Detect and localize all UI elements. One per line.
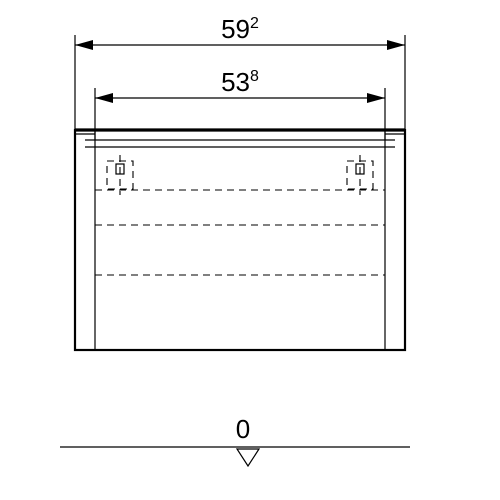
dim-inner-label: 538	[221, 67, 259, 97]
dim-outer-arrow-left-icon	[75, 40, 93, 50]
bracket-left	[107, 155, 133, 195]
technical-drawing: 592 538 0	[0, 0, 500, 500]
dim-outer-arrow-right-icon	[387, 40, 405, 50]
dim-inner-arrow-left-icon	[95, 93, 113, 103]
datum-zero-label: 0	[236, 414, 250, 444]
dim-inner-arrow-right-icon	[367, 93, 385, 103]
cabinet-outline	[75, 130, 405, 350]
cabinet-brackets	[107, 155, 373, 195]
datum: 0	[60, 414, 410, 466]
dim-outer-label: 592	[221, 14, 259, 44]
datum-triangle-icon	[237, 449, 259, 466]
cabinet-hidden-lines	[95, 190, 385, 275]
cabinet	[75, 130, 405, 350]
bracket-right	[347, 155, 373, 195]
